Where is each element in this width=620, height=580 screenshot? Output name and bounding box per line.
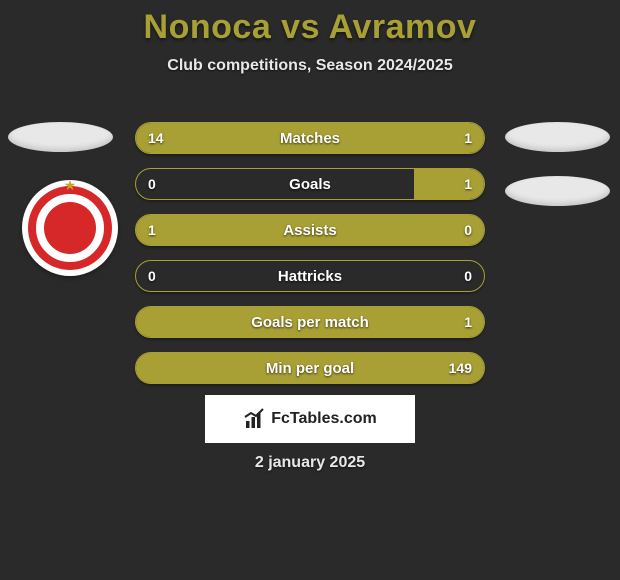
branding-text: FcTables.com — [271, 410, 377, 428]
stat-label: Hattricks — [136, 261, 484, 291]
page-title: Nonoca vs Avramov — [0, 8, 620, 47]
stat-label: Assists — [136, 215, 484, 245]
stat-row: Matches14 1 — [135, 122, 485, 154]
stat-value-right: 1 — [464, 169, 472, 199]
branding-badge: FcTables.com — [205, 395, 415, 443]
subtitle: Club competitions, Season 2024/2025 — [0, 57, 620, 75]
stats-list: Matches141Goals01Assists10Hattricks00Goa… — [135, 122, 485, 398]
stat-value-right: 149 — [449, 353, 472, 383]
player-right-placeholder-1 — [505, 122, 610, 152]
stat-row: Goals0 1 — [135, 168, 485, 200]
stat-value-left: 0 — [148, 169, 156, 199]
stat-label: Goals — [136, 169, 484, 199]
stat-value-left: 0 — [148, 261, 156, 291]
player-left-placeholder — [8, 122, 113, 152]
star-icon: ★ — [64, 177, 77, 194]
stat-value-right: 0 — [464, 261, 472, 291]
stat-value-right: 0 — [464, 215, 472, 245]
stat-value-left: 1 — [148, 215, 156, 245]
stat-label: Min per goal — [136, 353, 484, 383]
stat-value-right: 1 — [464, 307, 472, 337]
stat-label: Goals per match — [136, 307, 484, 337]
stat-row: Hattricks0 0 — [135, 260, 485, 292]
date-label: 2 january 2025 — [0, 454, 620, 472]
player-right-placeholder-2 — [505, 176, 610, 206]
stat-row: Assists1 0 — [135, 214, 485, 246]
stat-label: Matches — [136, 123, 484, 153]
club-badge: ★ — [22, 180, 118, 276]
stat-row: Min per goal149 — [135, 352, 485, 384]
stat-value-left: 14 — [148, 123, 164, 153]
stat-value-right: 1 — [464, 123, 472, 153]
stat-row: Goals per match1 — [135, 306, 485, 338]
chart-icon — [243, 407, 267, 431]
